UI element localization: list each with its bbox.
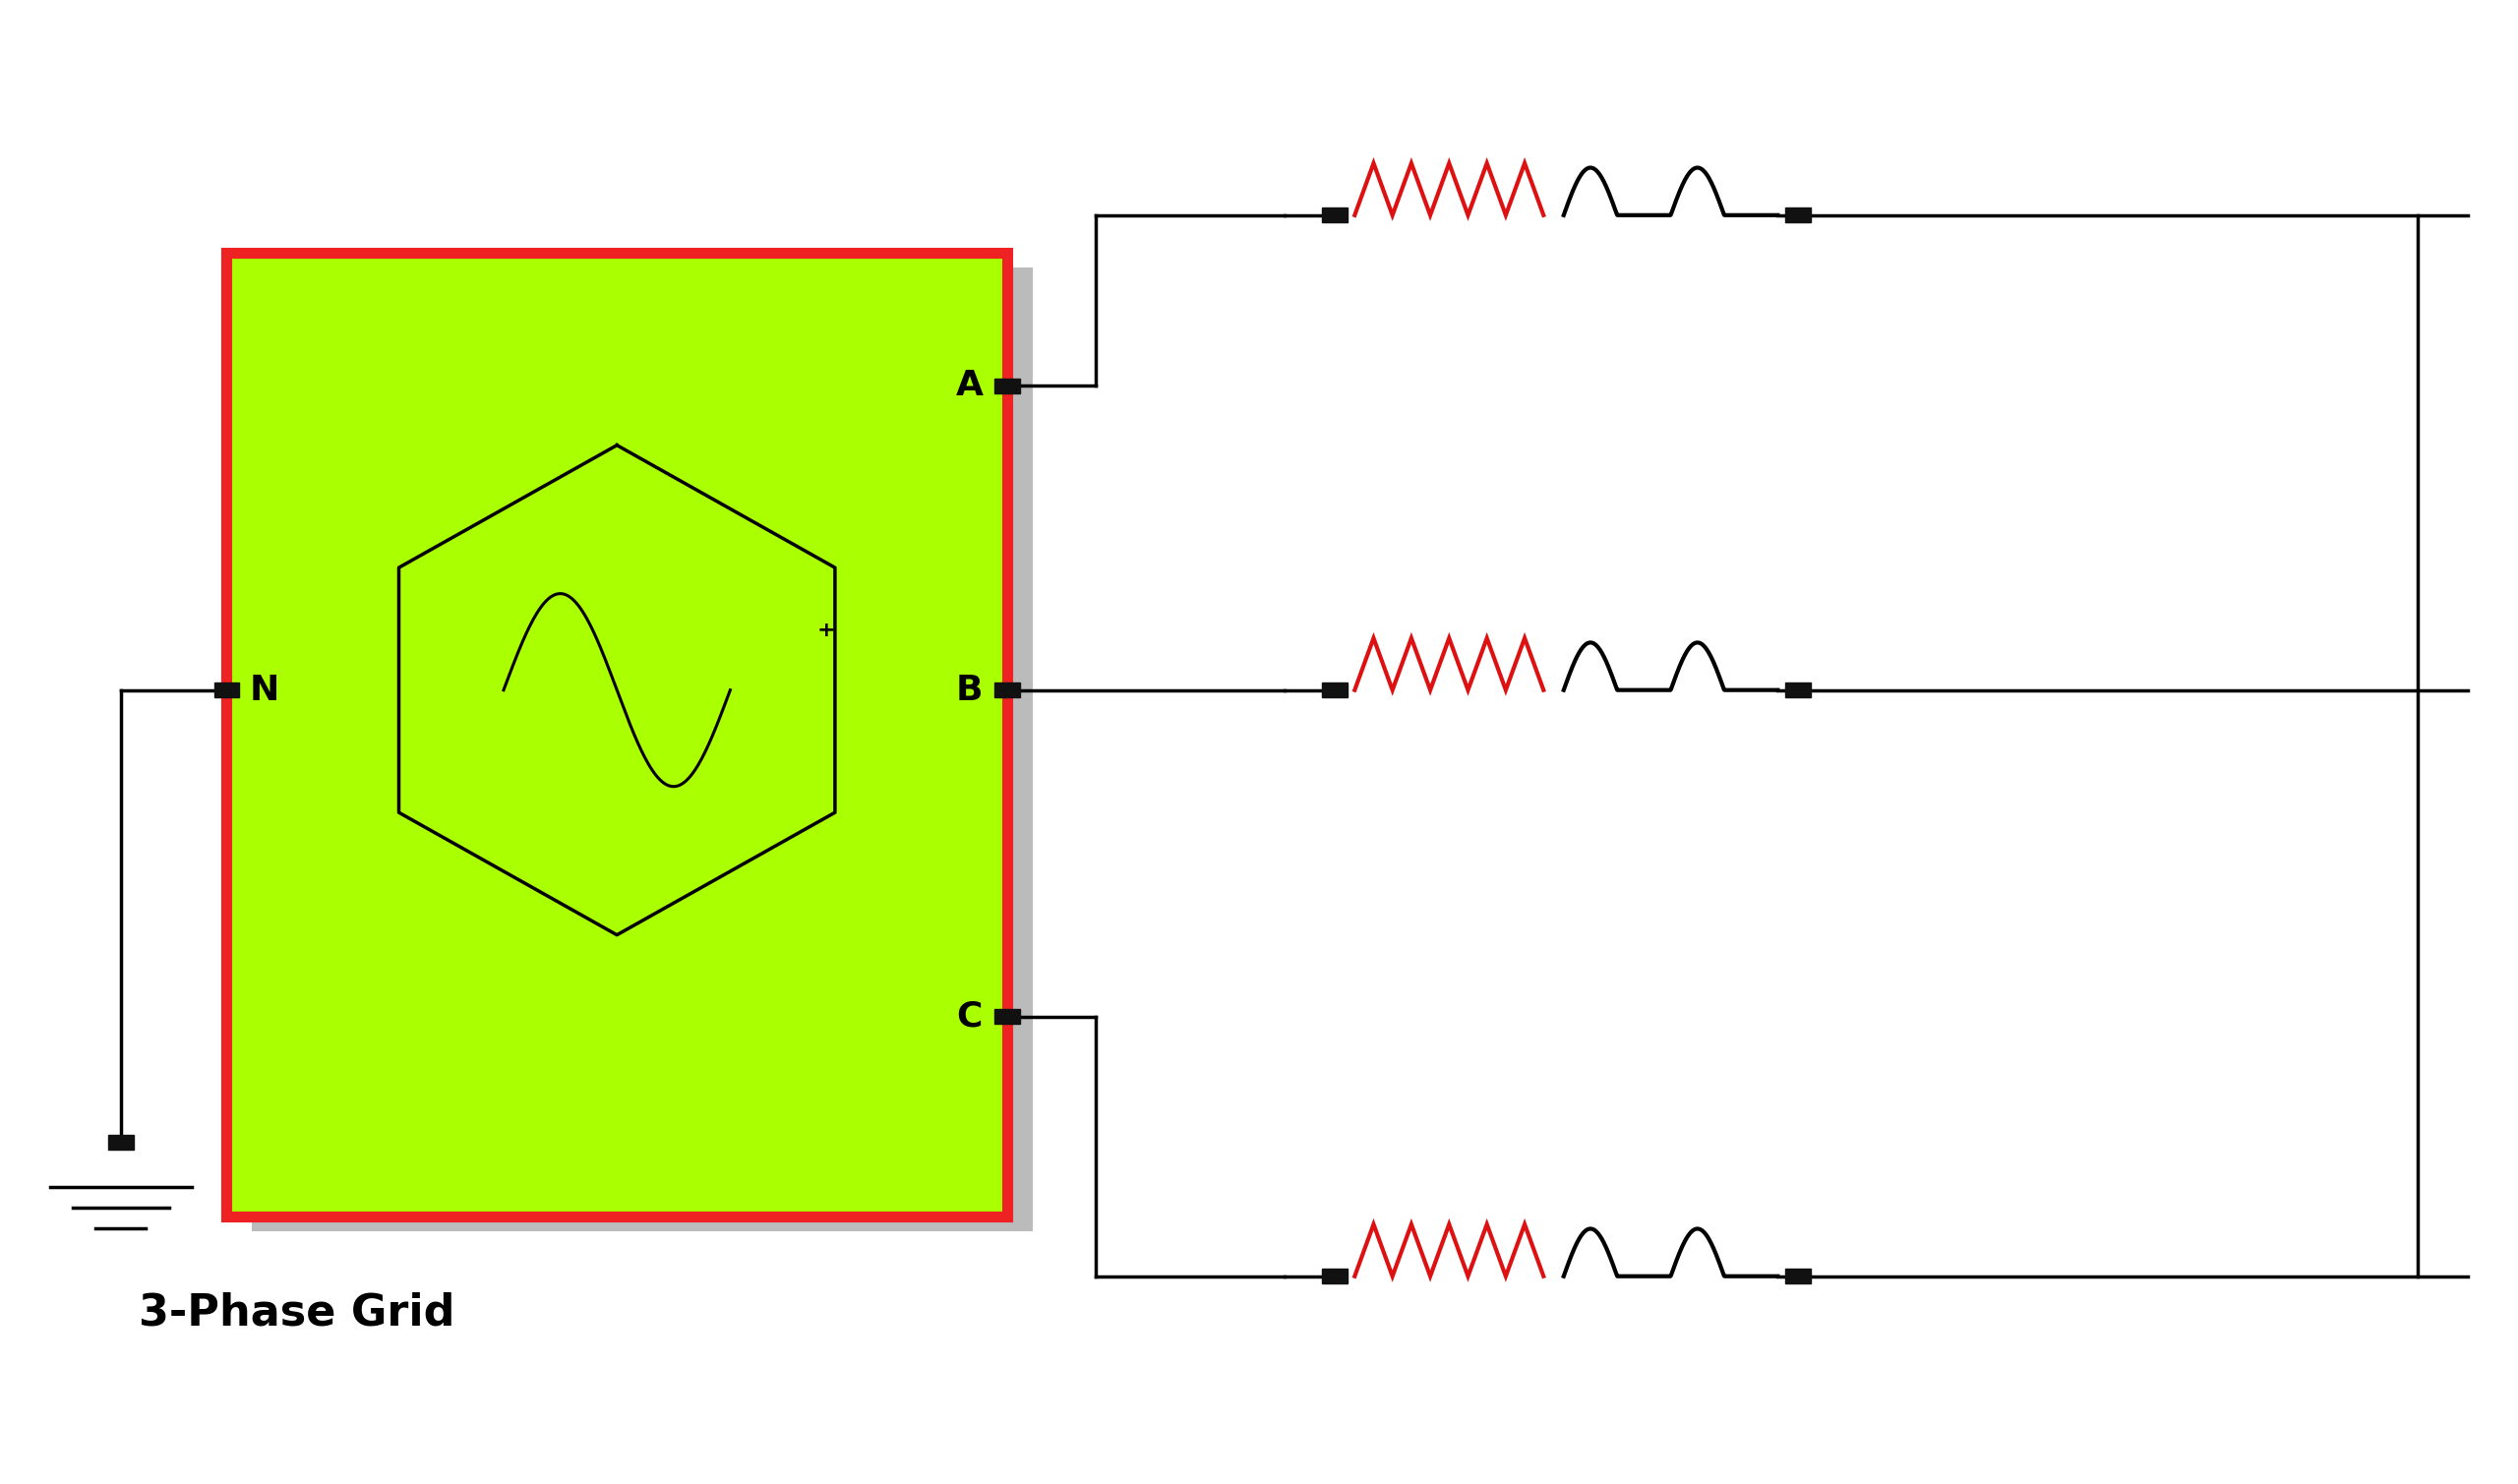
Text: B: B (957, 674, 982, 706)
Bar (1785, 683, 1810, 697)
Bar (995, 378, 1020, 393)
Bar (1785, 1269, 1810, 1284)
Text: 3-Phase Grid: 3-Phase Grid (138, 1293, 456, 1334)
Bar (995, 1009, 1020, 1024)
Bar (108, 1135, 133, 1150)
Bar (1322, 208, 1347, 223)
Bar (227, 252, 1007, 1217)
Bar (1322, 683, 1347, 697)
Text: C: C (957, 1000, 982, 1033)
Text: +: + (816, 620, 836, 641)
Bar (214, 683, 239, 697)
Text: A: A (957, 370, 982, 402)
Bar (1785, 208, 1810, 223)
Bar (995, 683, 1020, 697)
Bar (1322, 1269, 1347, 1284)
Bar (252, 267, 1032, 1232)
Text: N: N (249, 674, 279, 706)
